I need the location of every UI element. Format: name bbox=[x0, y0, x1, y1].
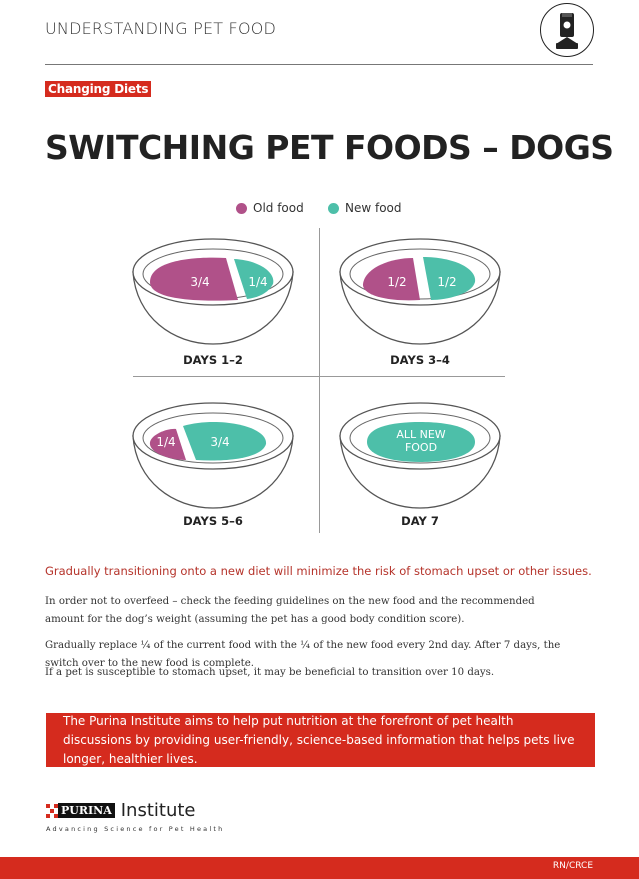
legend-old-label: Old food bbox=[253, 201, 304, 215]
bowl-days-1-2: 3/4 1/4 bbox=[128, 232, 298, 352]
new-fraction: 3/4 bbox=[210, 435, 229, 449]
new-food-portion bbox=[234, 259, 274, 299]
checkerboard-icon bbox=[46, 803, 58, 818]
bowl-label: DAYS 1–2 bbox=[183, 353, 243, 367]
paragraph: If a pet is susceptible to stomach upset… bbox=[45, 667, 495, 678]
bowl-day-7: ALL NEW FOOD bbox=[335, 396, 505, 516]
paragraph: Gradually replace ¼ of the current food … bbox=[45, 640, 561, 669]
intro-text: Gradually transitioning onto a new diet … bbox=[45, 564, 592, 578]
bowl-label: DAY 7 bbox=[401, 514, 439, 528]
institute-wordmark: Institute bbox=[120, 800, 196, 821]
bowl-label: DAYS 3–4 bbox=[390, 353, 450, 367]
new-fraction: 1/2 bbox=[437, 275, 456, 289]
category-tag: Changing Diets bbox=[45, 81, 152, 97]
bowl-days-3-4: 1/2 1/2 bbox=[335, 232, 505, 352]
footer-bar bbox=[0, 857, 639, 879]
document-code: RN/CRCE bbox=[552, 861, 593, 871]
purina-logo: PURINA Institute bbox=[46, 800, 196, 821]
legend-new-label: New food bbox=[345, 201, 402, 215]
header-title: UNDERSTANDING PET FOOD bbox=[45, 19, 277, 38]
bowl-days-5-6: 1/4 3/4 bbox=[128, 396, 298, 516]
new-fraction: 1/4 bbox=[248, 275, 267, 289]
old-fraction: 1/4 bbox=[156, 435, 175, 449]
bowl-label: DAYS 5–6 bbox=[183, 514, 243, 528]
grid-divider-vertical bbox=[319, 228, 320, 533]
page-title: SWITCHING PET FOODS – DOGS bbox=[45, 128, 614, 167]
old-fraction: 1/2 bbox=[387, 275, 406, 289]
new-label-line1: ALL NEW bbox=[396, 428, 445, 441]
old-food-portion bbox=[150, 257, 238, 301]
old-fraction: 3/4 bbox=[190, 275, 209, 289]
brand-tagline: Advancing Science for Pet Health bbox=[46, 825, 225, 833]
header-divider bbox=[45, 64, 593, 65]
mission-banner: The Purina Institute aims to help put nu… bbox=[46, 713, 595, 767]
grid-divider-horizontal bbox=[133, 376, 505, 377]
new-food-swatch bbox=[328, 202, 339, 214]
pet-food-bag-icon bbox=[540, 3, 594, 57]
legend-new: New food bbox=[328, 201, 402, 215]
old-food-swatch bbox=[236, 202, 247, 214]
legend-old: Old food bbox=[236, 201, 304, 215]
purina-wordmark: PURINA bbox=[58, 803, 115, 818]
paragraph: In order not to overfeed – check the fee… bbox=[45, 596, 535, 625]
new-label-line2: FOOD bbox=[405, 441, 437, 454]
mission-text: The Purina Institute aims to help put nu… bbox=[63, 713, 575, 766]
